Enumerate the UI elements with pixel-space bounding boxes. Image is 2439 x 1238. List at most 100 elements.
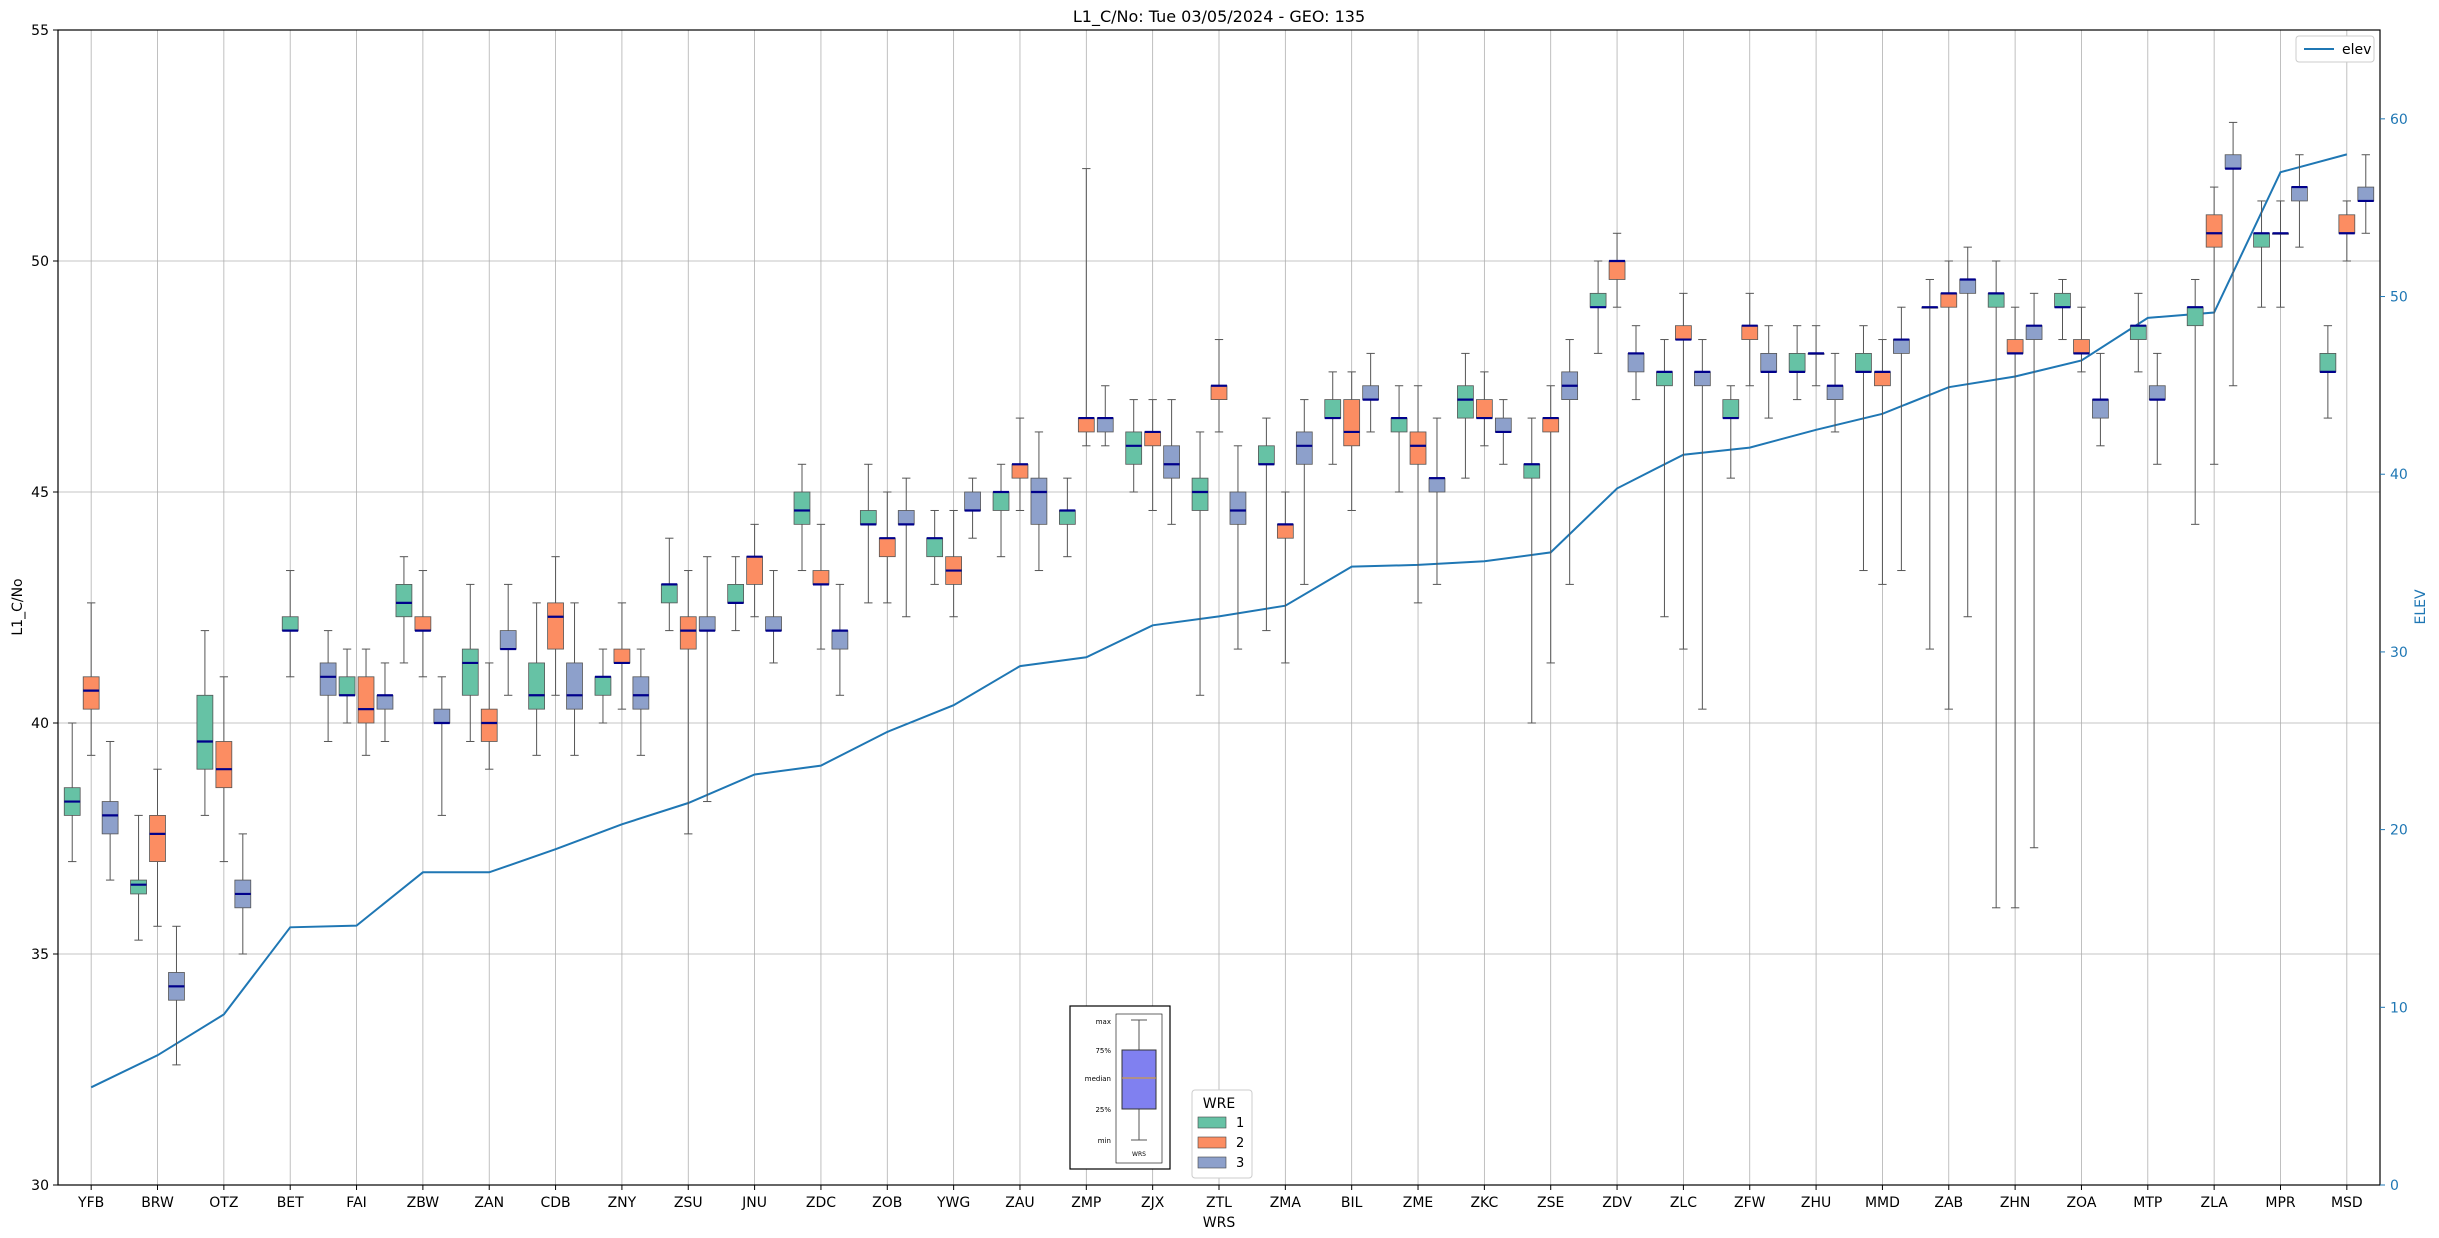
box-zse-wre1	[1523, 417, 1541, 724]
box-body	[765, 616, 782, 631]
box-body	[2338, 214, 2356, 234]
box-zau-wre1	[992, 463, 1010, 558]
x-tick-label: ZMP	[1071, 1195, 1101, 1211]
box-body	[2073, 339, 2090, 354]
box-body	[461, 648, 479, 696]
box-body	[1589, 292, 1607, 308]
x-tick-label: ZHU	[1801, 1195, 1831, 1211]
box-mtp-wre1	[2129, 292, 2147, 373]
box-zdv-wre2	[1608, 232, 1626, 308]
box-body	[2054, 292, 2071, 308]
box-body	[746, 556, 763, 585]
box-body	[812, 570, 830, 585]
box-zhu-wre2	[1807, 325, 1825, 387]
y2-tick-label: 0	[2390, 1178, 2399, 1194]
box-body	[2319, 352, 2337, 373]
box-zob-wre3	[897, 477, 915, 618]
box-body	[1675, 325, 1692, 340]
box-zmp-wre3	[1096, 385, 1114, 447]
box-body	[480, 708, 498, 742]
box-zab-wre3	[1959, 246, 1977, 618]
x-tick-label: MSD	[2331, 1195, 2363, 1211]
x-tick-label: MTP	[2133, 1195, 2162, 1211]
x-tick-label: ZME	[1403, 1195, 1434, 1211]
x-tick-label: MPR	[2265, 1195, 2296, 1211]
box-zbw-wre3	[433, 676, 451, 816]
box-mpr-wre1	[2253, 200, 2270, 308]
box-zdv-wre3	[1627, 325, 1645, 401]
box-otz-wre3	[234, 833, 252, 955]
box-body	[2129, 325, 2147, 340]
wre-legend-label-1: 1	[1236, 1116, 1244, 1131]
box-zny-wre3	[632, 648, 650, 756]
box-fai-wre3	[376, 662, 394, 742]
box-body	[660, 584, 678, 604]
box-key-max-label: max	[1096, 1018, 1111, 1026]
box-yfb-wre1	[63, 722, 81, 863]
box-zoa-wre1	[2054, 278, 2071, 341]
x-tick-label: ZAN	[474, 1195, 504, 1211]
box-jnu-wre2	[746, 523, 763, 618]
box-cdb-wre3	[566, 602, 583, 756]
box-body	[964, 491, 981, 511]
x-tick-label: ZJX	[1141, 1195, 1165, 1211]
box-bil-wre2	[1343, 371, 1361, 511]
box-zma-wre3	[1295, 399, 1313, 585]
box-body	[1741, 325, 1759, 340]
box-body	[196, 694, 214, 770]
box-body	[1722, 399, 1740, 419]
box-body	[1457, 385, 1474, 419]
box-body	[547, 602, 564, 650]
y2-tick-label: 20	[2390, 823, 2408, 839]
box-zjx-wre3	[1163, 399, 1180, 525]
box-ztl-wre1	[1191, 431, 1209, 696]
box-zab-wre2	[1940, 260, 1958, 710]
box-body	[1760, 352, 1778, 373]
wre-legend-swatch-3	[1197, 1156, 1227, 1169]
x-tick-label: CDB	[540, 1195, 570, 1211]
box-body	[679, 616, 697, 650]
box-key-median-label: median	[1085, 1075, 1111, 1083]
box-zoa-wre2	[2073, 306, 2090, 373]
box-body	[1693, 371, 1711, 387]
box-body	[1210, 385, 1228, 400]
box-zau-wre2	[1011, 417, 1029, 511]
box-body	[1788, 352, 1806, 373]
box-body	[727, 584, 745, 604]
box-zan-wre2	[480, 662, 498, 770]
box-body	[2186, 306, 2204, 327]
x-tick-label: MMD	[1865, 1195, 1900, 1211]
box-body	[395, 584, 413, 618]
box-body	[1362, 385, 1380, 400]
box-zjx-wre2	[1144, 399, 1162, 511]
box-body	[1096, 417, 1114, 433]
x-tick-label: ZNY	[608, 1195, 637, 1211]
box-body	[1390, 417, 1408, 433]
elev-line	[90, 153, 2348, 1089]
y-tick-label: 55	[31, 23, 49, 39]
elev-legend-label: elev	[2342, 42, 2371, 58]
box-body	[698, 616, 716, 631]
box-msd-wre1	[2319, 325, 2337, 419]
box-zdc-wre3	[831, 583, 849, 696]
wre-legend-label-3: 3	[1236, 1156, 1244, 1171]
box-zla-wre1	[2186, 278, 2204, 525]
box-ztl-wre2	[1210, 339, 1228, 433]
box-zme-wre3	[1428, 417, 1446, 585]
box-body	[1343, 399, 1361, 447]
box-cdb-wre1	[528, 602, 545, 756]
box-ywg-wre3	[964, 477, 981, 539]
x-tick-label: FAI	[346, 1195, 366, 1211]
box-mmd-wre2	[1874, 339, 1891, 585]
box-zse-wre2	[1542, 385, 1560, 664]
box-zla-wre3	[2224, 121, 2242, 387]
box-key-q1-label: 25%	[1095, 1106, 1111, 1114]
wre-legend-title: WRE	[1203, 1096, 1235, 1112]
box-body	[2253, 232, 2270, 248]
box-body	[992, 491, 1010, 511]
box-zob-wre1	[859, 463, 877, 604]
box-bil-wre3	[1362, 352, 1380, 433]
x-tick-label: ZSU	[674, 1195, 703, 1211]
box-ywg-wre1	[926, 509, 944, 585]
